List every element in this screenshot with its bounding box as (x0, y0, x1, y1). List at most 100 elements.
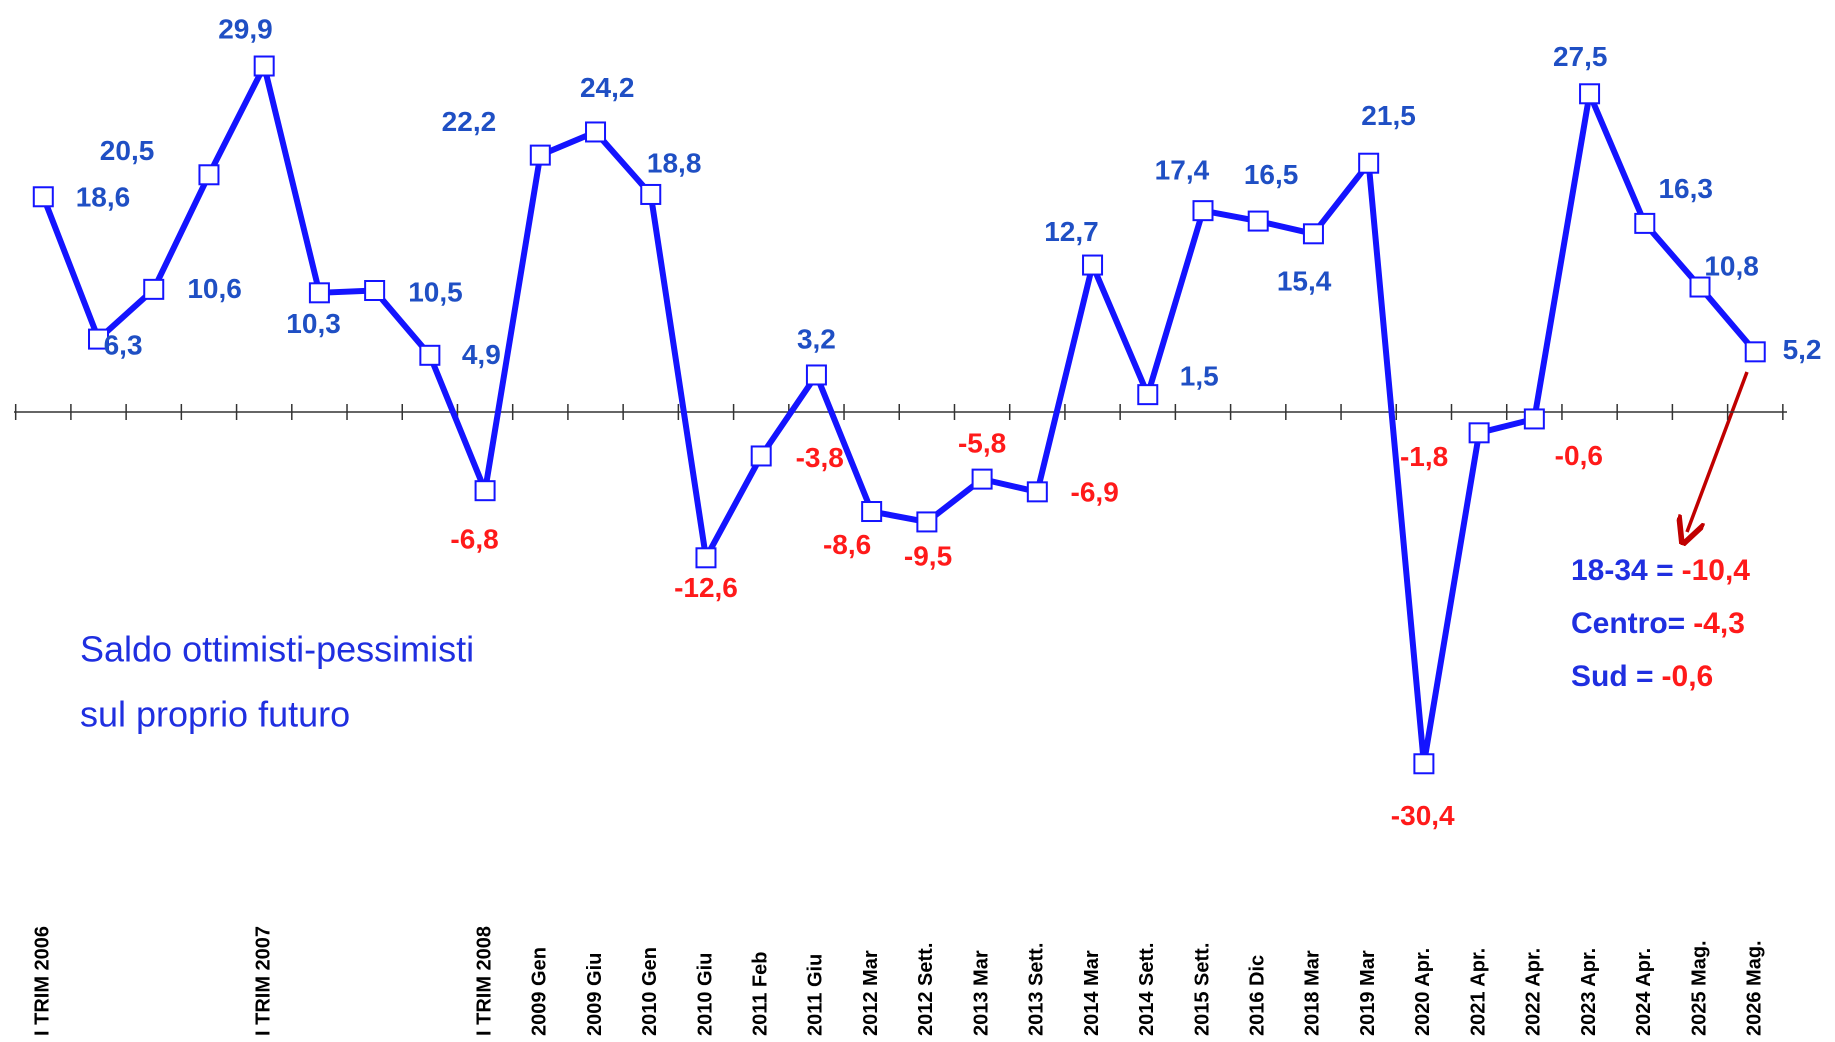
data-label: -6,8 (450, 523, 498, 554)
breakdown-label: 18-34 = (1571, 554, 1674, 587)
arrow (1687, 371, 1749, 532)
marker (419, 344, 441, 366)
data-label: -5,8 (958, 428, 1006, 459)
x-tick-label: 2009 Giu (584, 953, 606, 1036)
x-tick-label: 2016 Dic (1246, 955, 1268, 1036)
marker (971, 468, 993, 490)
marker (916, 511, 938, 533)
data-label: -30,4 (1391, 800, 1455, 831)
data-label: 16,5 (1244, 159, 1299, 190)
marker (1689, 276, 1711, 298)
data-label: 6,3 (104, 330, 143, 361)
marker (805, 364, 827, 386)
x-tick-label: 2011 Feb (749, 951, 771, 1036)
breakdown-line: Sud = -0,6 (1571, 660, 1713, 693)
x-tick-label: 2011 Giu (805, 954, 827, 1036)
note: Saldo ottimisti-pessimisti sul proprio f… (80, 629, 474, 735)
data-label: 12,7 (1044, 216, 1099, 247)
marker (1192, 200, 1214, 222)
x-tick-label: 2015 Sett. (1191, 943, 1213, 1036)
data-label: 5,2 (1783, 334, 1822, 365)
marker (88, 328, 110, 350)
data-label: 27,5 (1553, 41, 1608, 72)
breakdown-line: Centro= -4,3 (1571, 607, 1745, 640)
x-tick-label: 2014 Sett. (1136, 943, 1158, 1036)
marker (364, 280, 386, 301)
marker (1579, 83, 1601, 105)
x-tick-label: I TRIM 2008 (473, 926, 495, 1036)
marker (1247, 210, 1269, 232)
note-line: sul proprio futuro (80, 694, 350, 735)
x-tick-label: I TRIM 2007 (252, 926, 274, 1036)
data-label: 3,2 (797, 323, 836, 354)
data-label: -6,9 (1071, 477, 1119, 508)
x-tick-label: 2012 Sett. (915, 943, 937, 1036)
marker (1744, 341, 1766, 363)
x-tick-label: 2009 Gen (529, 947, 551, 1036)
data-label: -9,5 (904, 541, 952, 572)
marker (640, 183, 662, 205)
breakdown-label: Centro= (1571, 607, 1685, 640)
data-label: 16,3 (1658, 173, 1713, 204)
marker (695, 547, 717, 569)
marker (32, 186, 54, 208)
marker (1302, 223, 1324, 245)
note-line: Saldo ottimisti-pessimisti (80, 629, 474, 670)
x-tick-label: 2018 Mar (1302, 950, 1324, 1036)
data-label: 10,5 (408, 276, 463, 307)
data-label: 10,3 (286, 308, 341, 339)
marker (474, 480, 496, 502)
x-tick-label: 2013 Sett. (1026, 943, 1048, 1036)
marker (529, 144, 551, 166)
x-tick-label: 2026 Mag. (1744, 940, 1766, 1036)
x-tick-label: 2021 Apr. (1467, 948, 1489, 1036)
data-label: -0,6 (1555, 440, 1603, 471)
data-label: 1,5 (1180, 361, 1219, 392)
marker (585, 121, 607, 143)
data-label: 20,5 (100, 135, 155, 166)
x-tick-label: 2013 Mar (970, 950, 992, 1036)
x-tick-label: 2020 Apr. (1412, 948, 1434, 1036)
marker (1137, 384, 1159, 406)
data-label: 17,4 (1155, 154, 1210, 185)
data-label: 4,9 (462, 339, 501, 370)
marker (1523, 408, 1545, 430)
data-label: 10,6 (187, 273, 242, 304)
breakdown-value: -4,3 (1693, 607, 1745, 640)
data-label: 18,8 (647, 148, 702, 179)
marker (308, 282, 330, 304)
data-label: 18,6 (76, 182, 131, 213)
breakdown-value: -10,4 (1682, 554, 1751, 587)
x-tick-label: 2019 Mar (1357, 950, 1379, 1036)
data-label: 29,9 (218, 13, 273, 44)
x-tick-label: 2024 Apr. (1633, 948, 1655, 1036)
marker (1468, 422, 1490, 444)
data-label: 22,2 (442, 106, 497, 137)
marker (1413, 753, 1435, 775)
x-tick-label: 2025 Mag. (1688, 940, 1710, 1036)
marker (1082, 254, 1104, 276)
breakdown-value: -0,6 (1662, 660, 1714, 693)
breakdown-label: Sud = (1571, 660, 1654, 693)
x-tick-label: 2012 Mar (860, 950, 882, 1036)
x-tick-label: 2022 Apr. (1523, 948, 1545, 1036)
data-label: 21,5 (1361, 100, 1416, 131)
data-label: -8,6 (823, 529, 871, 560)
data-label: -1,8 (1400, 441, 1448, 472)
marker (1358, 152, 1380, 174)
marker (861, 501, 883, 523)
marker (750, 445, 772, 467)
x-tick-label: 2014 Mar (1081, 950, 1103, 1036)
marker (253, 55, 275, 77)
x-tick-label: 2010 Gen (639, 947, 661, 1036)
marker (1634, 212, 1656, 234)
marker (1026, 481, 1048, 503)
marker (198, 164, 220, 186)
data-label: -3,8 (796, 442, 844, 473)
x-tick-label: I TRIM 2006 (32, 926, 54, 1036)
breakdown-line: 18-34 = -10,4 (1571, 554, 1750, 587)
x-tick-label: 2023 Apr. (1578, 948, 1600, 1036)
marker (143, 278, 165, 300)
data-label: 15,4 (1277, 265, 1332, 296)
